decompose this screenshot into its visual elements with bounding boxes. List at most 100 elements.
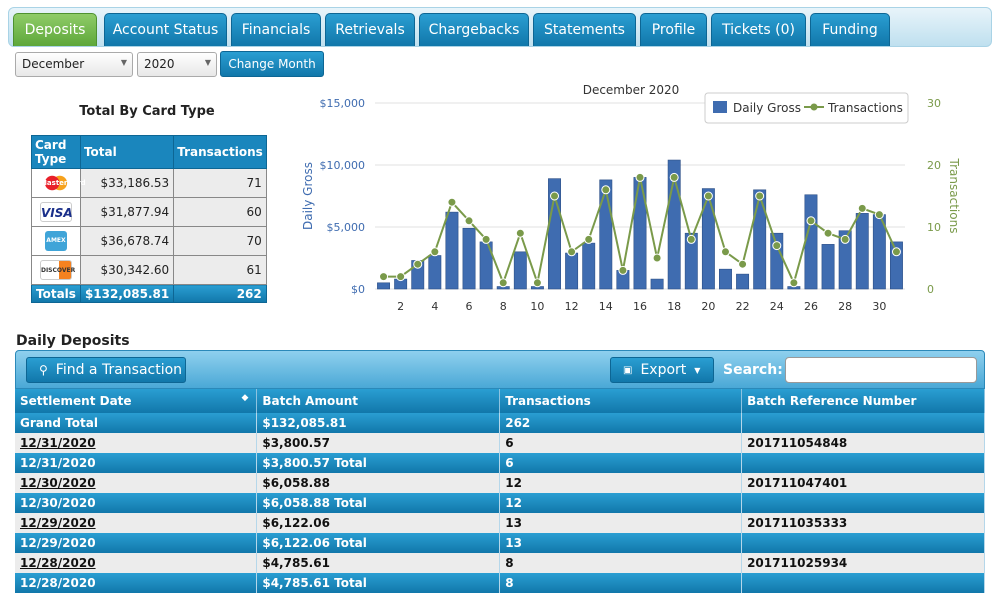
cell-ref: 201711047401 — [741, 473, 985, 493]
subtotal-row[interactable]: 12/28/2020 $4,785.61 Total 8 — [15, 573, 985, 593]
line-point — [379, 272, 389, 282]
line-point — [703, 191, 713, 201]
column-header: Card Type — [31, 135, 81, 169]
column-header-settlement-date[interactable]: Settlement Date ◆ — [15, 389, 258, 413]
bar — [821, 244, 835, 290]
line-point — [567, 247, 577, 257]
line-point — [823, 228, 833, 238]
discover-icon: DISCOVER — [39, 260, 75, 280]
bar — [753, 189, 767, 290]
x-tick-label: 30 — [872, 300, 886, 313]
card-transactions: 70 — [173, 226, 267, 256]
x-tick-label: 2 — [397, 300, 404, 313]
card-transactions: 61 — [173, 255, 267, 285]
cell-date[interactable]: 12/29/2020 — [15, 533, 258, 553]
tab-deposits[interactable]: Deposits — [13, 13, 97, 46]
subtotal-row[interactable]: 12/31/2020 $3,800.57 Total 6 — [15, 453, 985, 473]
table-row[interactable]: 12/28/2020 $4,785.61 8 201711025934 — [15, 553, 985, 573]
tab-statements[interactable]: Statements — [533, 13, 636, 46]
column-header-batch-amount[interactable]: Batch Amount — [256, 389, 501, 413]
x-tick-label: 26 — [804, 300, 818, 313]
subtotal-row[interactable]: 12/30/2020 $6,058.88 Total 12 — [15, 493, 985, 513]
cell-tx: 13 — [499, 533, 743, 553]
grand-total-row[interactable]: Grand Total $132,085.81 262 — [15, 413, 985, 433]
find-transaction-button[interactable]: ⚲ Find a Transaction — [26, 357, 186, 383]
y-axis-label: Daily Gross — [301, 162, 315, 230]
search-input[interactable] — [785, 357, 977, 383]
cell-tx: 262 — [499, 413, 743, 433]
line-point — [686, 234, 696, 244]
column-header-batch-reference[interactable]: Batch Reference Number — [741, 389, 985, 413]
line-point — [755, 191, 765, 201]
table-row[interactable]: 12/31/2020 $3,800.57 6 201711054848 — [15, 433, 985, 453]
tab-account-status[interactable]: Account Status — [104, 13, 227, 46]
bar — [599, 179, 613, 290]
bar — [377, 282, 391, 290]
card-transactions: 60 — [173, 197, 267, 227]
legend-label: Transactions — [827, 101, 903, 115]
card-total: $33,186.53 — [79, 168, 175, 198]
tab-profile[interactable]: Profile — [640, 13, 707, 46]
tab-funding[interactable]: Funding — [810, 13, 890, 46]
line-point — [550, 191, 560, 201]
tab-financials[interactable]: Financials — [231, 13, 321, 46]
card-total: $36,678.74 — [79, 226, 175, 256]
card-total: $30,342.60 — [79, 255, 175, 285]
cell-ref: 201711054848 — [741, 433, 985, 453]
totals-transactions: 262 — [173, 284, 267, 303]
cell-date[interactable]: 12/30/2020 — [15, 473, 258, 493]
legend-label: Daily Gross — [733, 101, 801, 115]
cell-date[interactable]: 12/28/2020 — [15, 553, 258, 573]
card-total: $31,877.94 — [79, 197, 175, 227]
cell-tx: 6 — [499, 453, 743, 473]
tab-chargebacks[interactable]: Chargebacks — [419, 13, 529, 46]
x-tick-label: 12 — [565, 300, 579, 313]
table-row[interactable]: 12/30/2020 $6,058.88 12 201711047401 — [15, 473, 985, 493]
subtotal-row[interactable]: 12/29/2020 $6,122.06 Total 13 — [15, 533, 985, 553]
daily-deposits-title: Daily Deposits — [16, 333, 130, 349]
column-header-transactions[interactable]: Transactions — [499, 389, 743, 413]
line-point — [481, 234, 491, 244]
x-tick-label: 28 — [838, 300, 852, 313]
card-summary-title: Total By Card Type — [79, 104, 215, 119]
line-point — [532, 278, 542, 288]
line-point — [738, 259, 748, 269]
cell-ref: 201711025934 — [741, 553, 985, 573]
cell-amount: $4,785.61 — [256, 553, 501, 573]
bar — [582, 242, 596, 290]
cell-date[interactable]: 12/29/2020 — [15, 513, 258, 533]
x-tick-label: 10 — [530, 300, 544, 313]
x-tick-label: 24 — [770, 300, 784, 313]
y2-axis-label: Transactions — [947, 158, 961, 234]
line-point — [669, 172, 679, 182]
change-month-button[interactable]: Change Month — [220, 51, 324, 77]
cell-amount: $6,058.88 — [256, 473, 501, 493]
tab-tickets[interactable]: Tickets (0) — [711, 13, 806, 46]
line-point — [601, 185, 611, 195]
visa-icon: VISA — [39, 202, 73, 222]
bar — [701, 188, 715, 290]
year-select[interactable]: 2020 ▼ — [137, 52, 217, 77]
export-button[interactable]: ▣ Export ▼ — [610, 357, 714, 383]
find-transaction-label: Find a Transaction — [55, 362, 183, 378]
cell-date[interactable]: 12/28/2020 — [15, 573, 258, 593]
bar — [719, 268, 732, 290]
legend-swatch-point — [810, 103, 818, 111]
month-select[interactable]: December ▼ — [15, 52, 133, 77]
table-row: AMEX $36,678.74 70 — [31, 226, 267, 256]
line-point — [396, 272, 406, 282]
x-tick-label: 14 — [599, 300, 613, 313]
table-row[interactable]: 12/29/2020 $6,122.06 13 201711035333 — [15, 513, 985, 533]
bar — [684, 232, 698, 290]
tab-retrievals[interactable]: Retrievals — [325, 13, 415, 46]
cell-date[interactable]: 12/30/2020 — [15, 493, 258, 513]
line-point — [584, 234, 594, 244]
line-point — [806, 216, 816, 226]
search-label: Search: — [723, 362, 783, 378]
cell-date[interactable]: 12/31/2020 — [15, 433, 258, 453]
month-select-value: December — [22, 57, 85, 71]
cell-date[interactable]: 12/31/2020 — [15, 453, 258, 473]
line-point — [652, 253, 662, 263]
totals-row: Totals $132,085.81 262 — [31, 284, 267, 303]
